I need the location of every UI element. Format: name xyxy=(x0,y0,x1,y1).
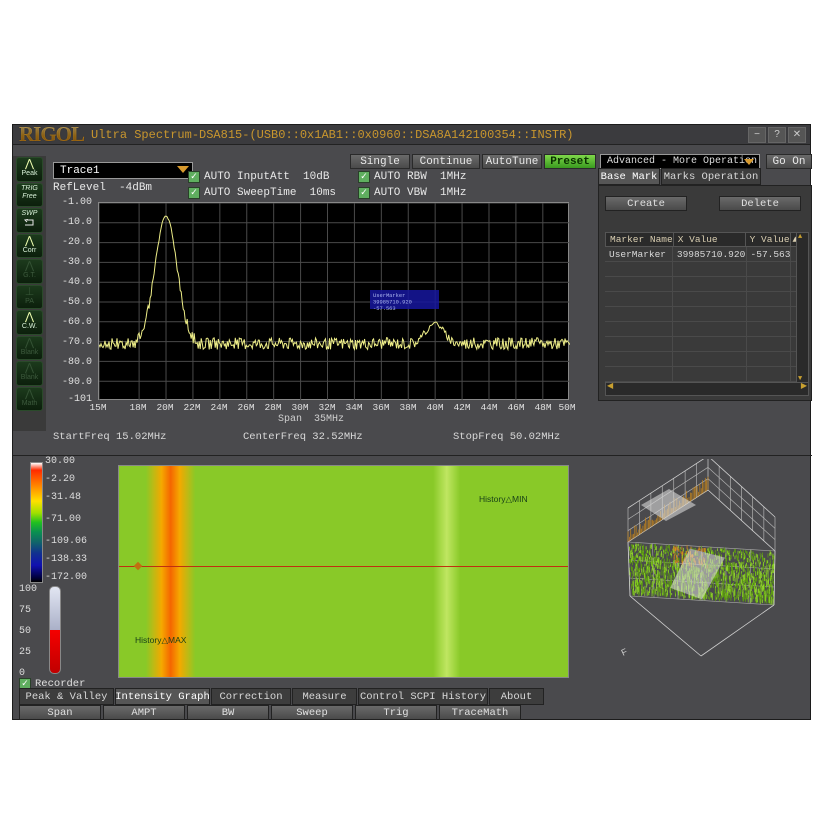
svg-text:39985710.920: 39985710.920 xyxy=(373,300,412,306)
svg-text:F: F xyxy=(621,646,629,658)
svg-text:-57.563: -57.563 xyxy=(373,306,396,312)
svg-text:UserMarker: UserMarker xyxy=(373,293,405,299)
